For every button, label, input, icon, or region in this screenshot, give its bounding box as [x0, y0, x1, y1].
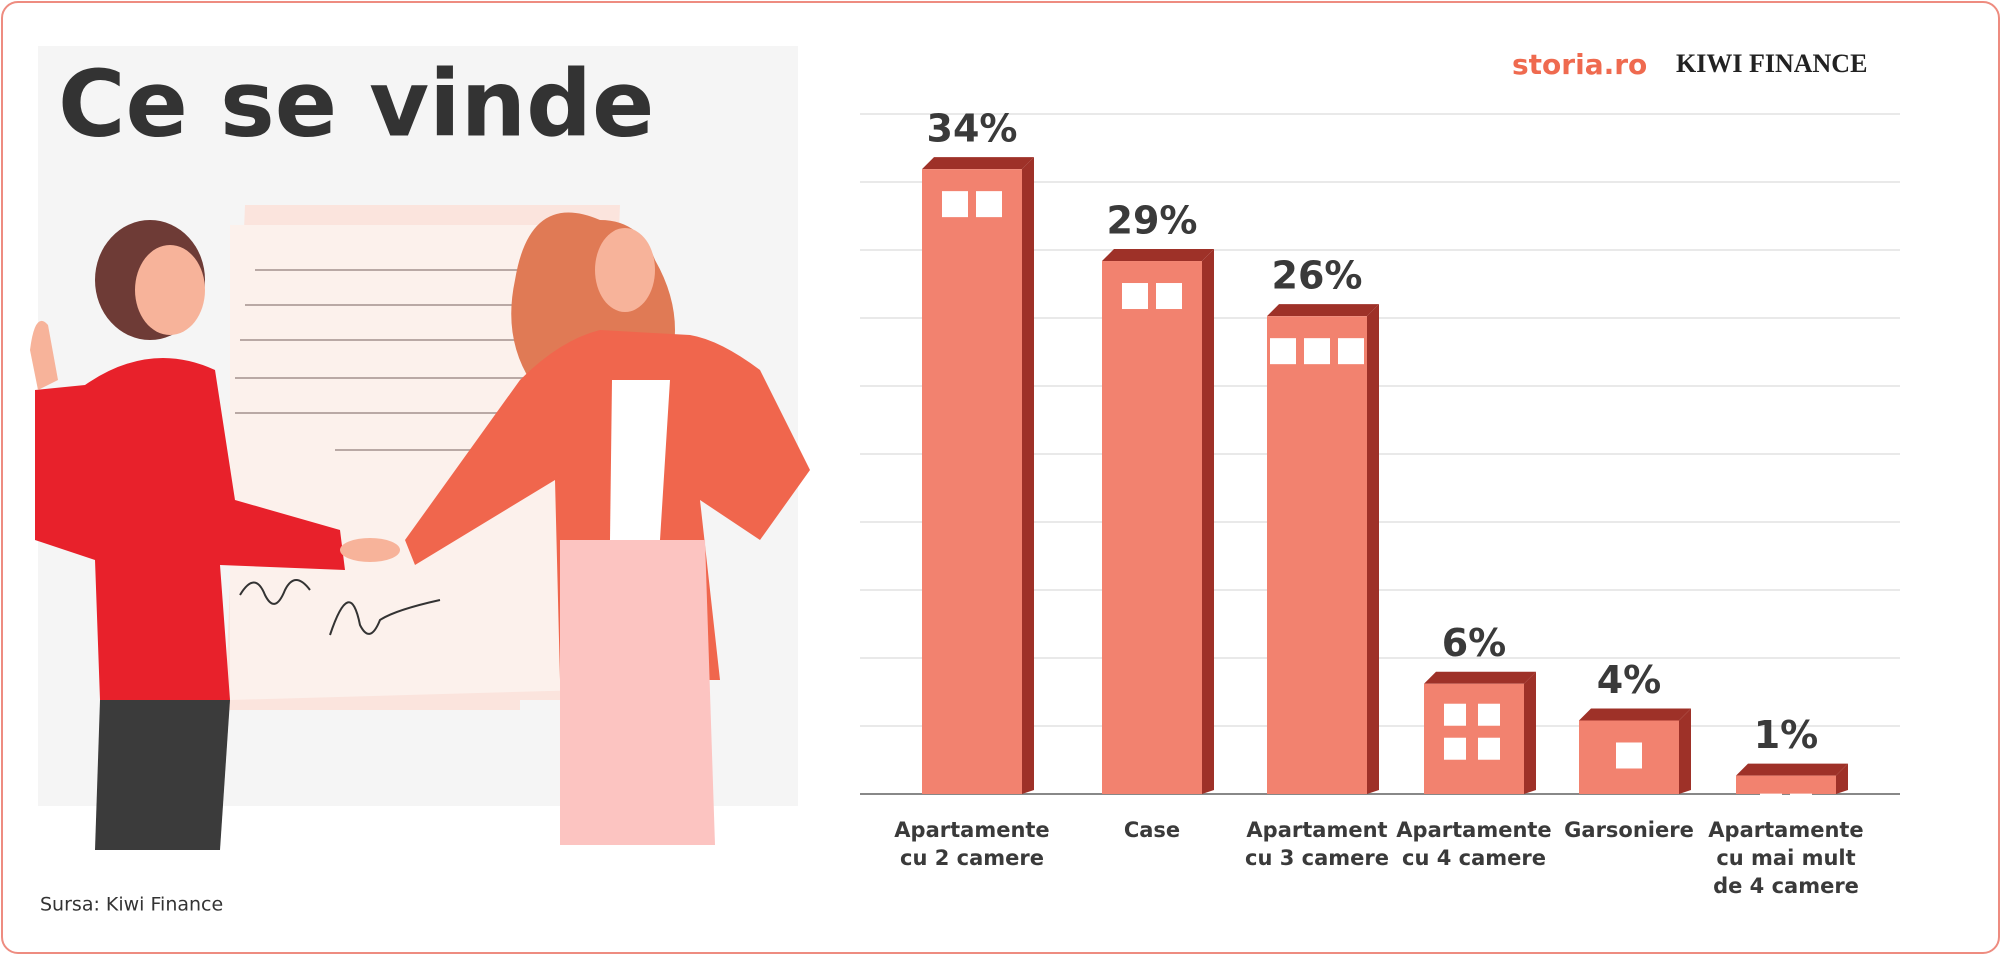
bar-top	[1736, 763, 1848, 776]
window	[1304, 338, 1330, 365]
window	[1122, 283, 1148, 310]
bar	[1267, 316, 1367, 794]
category-label: Apartamente cu 4 camere	[1396, 818, 1552, 870]
value-label: 34%	[927, 107, 1018, 151]
window	[1338, 338, 1364, 365]
title: Ce se vinde	[58, 50, 654, 157]
bar-top	[1579, 708, 1691, 721]
bar-top	[922, 157, 1034, 170]
window	[976, 191, 1002, 218]
bar-side	[1202, 249, 1214, 794]
bar-top	[1267, 304, 1379, 317]
category-label: Case	[1123, 818, 1181, 842]
category-label: Garsoniere	[1564, 818, 1694, 842]
category-label: Apartamente cu mai mult de 4 camere	[1708, 818, 1864, 898]
logo-storia: storia.ro	[1512, 48, 1647, 81]
bar-top	[1102, 249, 1214, 262]
window	[1156, 283, 1182, 310]
value-label: 26%	[1272, 254, 1363, 298]
illustration	[30, 205, 810, 850]
bar-top	[1424, 671, 1536, 684]
window	[942, 191, 968, 218]
window	[1444, 737, 1466, 760]
source: Sursa: Kiwi Finance	[40, 894, 223, 916]
window	[1760, 821, 1782, 830]
category-label: Apartamente cu 2 camere	[894, 818, 1050, 870]
window	[1478, 737, 1500, 760]
window	[1790, 807, 1812, 816]
window	[1616, 742, 1642, 769]
category-label: Apartament cu 3 camere	[1245, 818, 1389, 870]
bar-side	[1524, 671, 1536, 794]
window	[1444, 703, 1466, 726]
window	[1478, 703, 1500, 726]
bar-side	[1022, 157, 1034, 794]
bar-side	[1679, 708, 1691, 794]
bar-side	[1367, 304, 1379, 794]
bar	[1736, 775, 1836, 794]
value-label: 29%	[1107, 199, 1198, 243]
bar-side	[1836, 763, 1848, 794]
window	[1760, 807, 1782, 816]
window	[1790, 793, 1812, 802]
window	[1270, 338, 1296, 365]
value-label: 1%	[1754, 713, 1819, 757]
logo-kiwi: KIWI FINANCE	[1676, 49, 1867, 78]
value-label: 4%	[1597, 658, 1662, 702]
window	[1760, 793, 1782, 802]
bar	[922, 169, 1022, 794]
bar	[1102, 261, 1202, 794]
value-label: 6%	[1442, 621, 1507, 665]
window	[1790, 821, 1812, 830]
bar	[1424, 683, 1524, 794]
